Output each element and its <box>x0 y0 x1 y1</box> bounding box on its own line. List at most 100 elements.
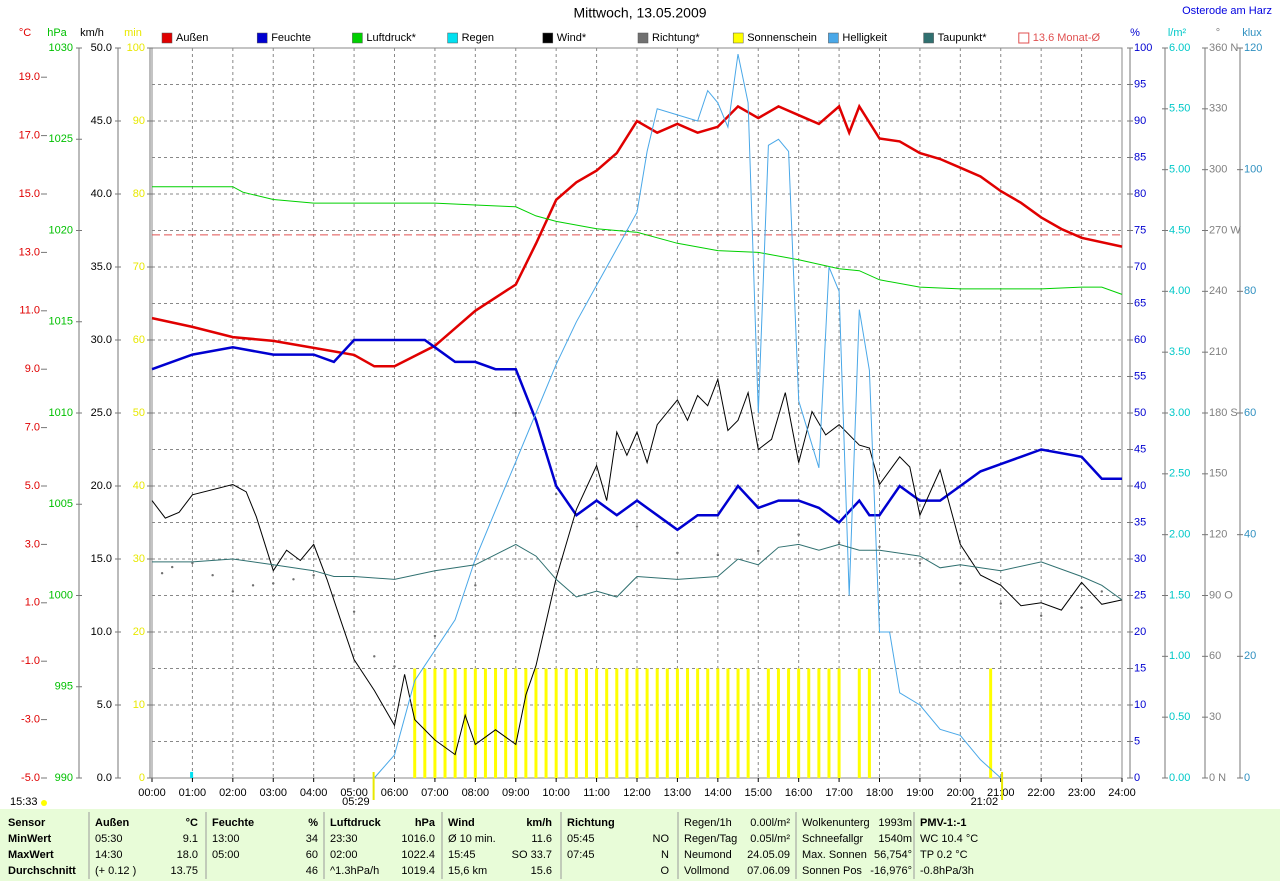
footer-label: Durchschnitt <box>8 865 76 877</box>
axis-unit: l/m² <box>1168 27 1187 39</box>
bar <box>534 668 538 778</box>
direction-dot <box>211 574 214 577</box>
bar <box>423 668 427 778</box>
x-tick-label: 08:00 <box>462 787 490 799</box>
y-tick-label: 5 <box>1134 735 1140 747</box>
y-tick-label: 240 <box>1209 285 1227 297</box>
y-tick-label: 5.00 <box>1169 164 1190 176</box>
direction-dot <box>433 634 437 638</box>
x-tick-label: 03:00 <box>259 787 287 799</box>
footer-label: Luftdruck <box>330 817 382 829</box>
y-tick-label: 150 <box>1209 468 1227 480</box>
y-tick-label: 20 <box>133 626 145 638</box>
footer-label: 02:00 <box>330 849 358 861</box>
footer-label: MaxWert <box>8 849 54 861</box>
footer-label: Neumond <box>684 849 732 861</box>
footer-value: SO 33.7 <box>512 849 552 861</box>
footer-value: 07.06.09 <box>747 865 790 877</box>
y-tick-label: 13.0 <box>19 246 40 258</box>
bar <box>696 668 700 778</box>
y-tick-label: 80 <box>1244 285 1256 297</box>
y-tick-label: 90 <box>133 115 145 127</box>
y-tick-label: 45 <box>1134 443 1146 455</box>
y-tick-label: 1.00 <box>1169 650 1190 662</box>
legend-swatch <box>923 32 934 44</box>
y-tick-label: 0 <box>1134 772 1140 784</box>
direction-dot <box>272 582 275 585</box>
legend-label: Luftdruck* <box>366 32 416 44</box>
y-tick-label: 20 <box>1244 650 1256 662</box>
bar <box>595 668 599 778</box>
footer-label: Wolkenunterg <box>802 817 870 829</box>
footer-label: 14:30 <box>95 849 123 861</box>
y-tick-label: 10 <box>1134 699 1146 711</box>
direction-dot <box>959 582 962 585</box>
direction-dot <box>292 578 295 581</box>
update-time: 15:33 <box>10 796 38 808</box>
y-tick-label: 30.0 <box>91 334 112 346</box>
direction-dot <box>595 517 598 520</box>
direction-dot <box>514 411 517 415</box>
bar <box>625 668 629 778</box>
x-tick-label: 09:00 <box>502 787 530 799</box>
footer-value: 9.1 <box>183 833 198 845</box>
footer-value: 1019.4 <box>401 865 435 877</box>
y-tick-label: 4.00 <box>1169 285 1190 297</box>
footer-label: Regen/1h <box>684 817 732 829</box>
direction-dot <box>231 590 235 593</box>
x-tick-label: 18:00 <box>866 787 894 799</box>
y-tick-label: 1.0 <box>25 597 40 609</box>
legend-swatch <box>256 32 268 44</box>
bar <box>544 668 548 778</box>
x-tick-label: 23:00 <box>1068 787 1096 799</box>
y-tick-label: 60 <box>1244 407 1256 419</box>
bar <box>686 668 690 778</box>
bar <box>837 668 841 778</box>
y-tick-label: 85 <box>1134 151 1146 163</box>
x-tick-label: 19:00 <box>906 787 934 799</box>
bar <box>746 668 750 778</box>
y-tick-label: 5.0 <box>97 699 112 711</box>
x-tick-label: 11:00 <box>583 787 610 799</box>
y-tick-label: 100 <box>1244 164 1262 176</box>
legend-label: 13.6 Monat-Ø <box>1033 32 1101 44</box>
y-tick-label: 0.0 <box>97 772 112 784</box>
footer-label: Richtung <box>567 817 615 829</box>
y-tick-label: 75 <box>1134 224 1146 236</box>
footer-label: Sonnen Pos <box>802 865 862 877</box>
y-tick-label: 15.0 <box>91 553 112 565</box>
y-tick-label: 40.0 <box>91 188 112 200</box>
y-tick-label: 990 <box>55 772 73 784</box>
footer-panel <box>0 809 1280 881</box>
y-tick-label: 120 <box>1209 529 1227 541</box>
footer-label: Ø 10 min. <box>448 833 496 845</box>
axis-unit: km/h <box>80 27 104 39</box>
y-tick-label: 6.00 <box>1169 42 1190 54</box>
y-tick-label: 0 <box>139 772 145 784</box>
direction-dot <box>635 525 639 528</box>
bar <box>817 668 821 778</box>
footer-label: TP 0.2 °C <box>920 849 968 861</box>
y-tick-label: 40 <box>1244 529 1256 541</box>
bar <box>443 668 447 778</box>
direction-dot <box>797 533 800 536</box>
footer-value: 11.6 <box>531 833 552 845</box>
bar <box>645 668 649 778</box>
footer-value: 0.00l/m² <box>750 817 790 829</box>
axis-unit: °C <box>19 27 31 39</box>
y-tick-label: 95 <box>1134 78 1146 90</box>
y-tick-label: 15 <box>1134 662 1146 674</box>
y-tick-label: 60 <box>1134 334 1146 346</box>
footer-value: 1993m <box>878 817 912 829</box>
legend-swatch <box>542 32 554 44</box>
footer-value: 60 <box>306 849 318 861</box>
legend-label: Taupunkt* <box>938 32 988 44</box>
y-tick-label: 270 W <box>1209 224 1241 236</box>
x-tick-label: 21:00 <box>987 787 1015 799</box>
direction-dot <box>999 602 1002 605</box>
direction-dot <box>171 565 174 569</box>
y-tick-label: 35 <box>1134 516 1146 528</box>
y-tick-label: 50 <box>133 407 145 419</box>
y-tick-label: 90 O <box>1209 589 1233 601</box>
y-tick-label: 50 <box>1134 407 1146 419</box>
